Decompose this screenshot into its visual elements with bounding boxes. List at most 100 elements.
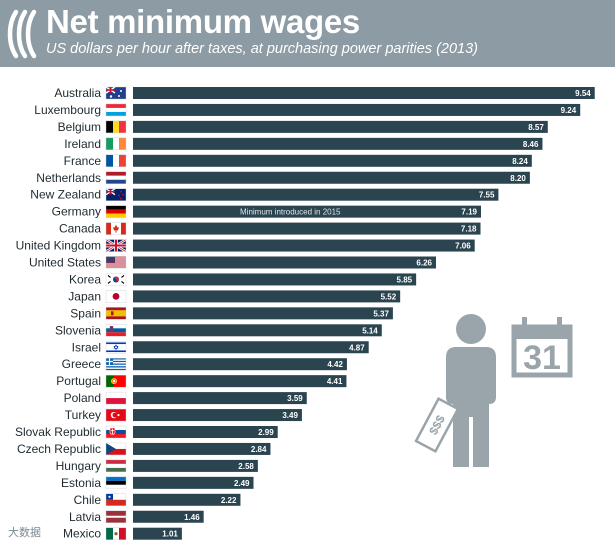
watermark-text: 大数据: [8, 527, 41, 539]
greece-flag-icon: [105, 358, 127, 371]
value-label: 3.59: [287, 394, 303, 403]
category-label: Chile: [74, 493, 102, 507]
value-label: 9.54: [575, 89, 591, 98]
bar: [133, 154, 532, 167]
value-label: 4.42: [327, 360, 343, 369]
oecd-logo-icon: [7, 9, 37, 59]
luxembourg-flag-icon: [105, 103, 127, 117]
bar: [133, 476, 254, 489]
estonia-flag-icon: [105, 476, 127, 490]
mexico-flag-icon: [105, 527, 127, 540]
category-label: Turkey: [65, 408, 101, 422]
category-label: Estonia: [61, 476, 101, 490]
value-label: 4.41: [327, 377, 343, 386]
new-zealand-flag-icon: [105, 188, 127, 201]
spain-flag-icon: [105, 307, 127, 320]
israel-flag-icon: [105, 341, 127, 354]
belgium-flag-icon: [105, 120, 127, 134]
bar: [133, 222, 481, 235]
bar: [133, 205, 481, 218]
bar-chart: 31 $$$ Australia 9.54 Luxembourg 9.24 Belgiu…: [15, 86, 595, 541]
annotation-label: Minimum introduced in 2015: [240, 208, 341, 217]
category-label: Australia: [54, 86, 101, 100]
category-label: Hungary: [56, 459, 101, 473]
bar: [133, 510, 204, 523]
bar: [133, 256, 436, 269]
category-label: Czech Republic: [17, 442, 101, 456]
value-label: 8.57: [528, 123, 544, 132]
value-label: 2.84: [251, 445, 267, 454]
category-label: Japan: [68, 289, 101, 303]
worker-icon: [446, 314, 496, 467]
category-label: Slovenia: [55, 323, 101, 337]
chart-title: Net minimum wages: [46, 3, 360, 40]
category-label: Ireland: [64, 137, 101, 151]
value-label: 7.19: [461, 208, 477, 217]
japan-flag-icon: [105, 290, 127, 303]
category-label: Belgium: [58, 120, 101, 134]
bar: [133, 493, 241, 506]
australia-flag-icon: [105, 86, 127, 100]
category-label: Portugal: [56, 374, 101, 388]
category-label: Latvia: [69, 510, 101, 524]
bar: [133, 307, 393, 320]
value-label: 1.01: [162, 530, 178, 539]
portugal-flag-icon: [105, 374, 127, 388]
chart-subtitle: US dollars per hour after taxes, at purc…: [46, 41, 478, 57]
category-label: Korea: [69, 272, 101, 286]
germany-flag-icon: [105, 205, 127, 218]
value-label: 3.49: [282, 411, 298, 420]
bar: [133, 442, 271, 455]
slovenia-flag-icon: [105, 324, 127, 337]
value-label: 8.24: [512, 157, 528, 166]
category-label: Greece: [62, 357, 102, 371]
value-label: 4.87: [349, 343, 365, 352]
category-label: Netherlands: [36, 171, 101, 185]
bar: [133, 290, 401, 303]
bar: [133, 459, 258, 472]
chile-flag-icon: [105, 493, 127, 506]
poland-flag-icon: [105, 391, 127, 405]
turkey-flag-icon: [105, 408, 127, 422]
bar: [133, 341, 369, 354]
value-label: 2.58: [238, 462, 254, 471]
value-label: 5.85: [397, 275, 413, 284]
bar: [133, 426, 278, 438]
value-label: 6.26: [416, 259, 432, 268]
united-kingdom-flag-icon: [105, 238, 127, 253]
united-states-flag-icon: [105, 256, 127, 269]
latvia-flag-icon: [105, 510, 127, 523]
bar: [133, 527, 182, 540]
value-label: 2.49: [234, 479, 250, 488]
worker-calendar-illustration: 31 $$$: [414, 314, 573, 467]
value-label: 7.06: [455, 242, 471, 251]
value-label: 5.14: [362, 326, 378, 335]
money-bill-icon: $$$: [414, 396, 460, 454]
bar: [133, 324, 382, 337]
category-label: Canada: [59, 222, 101, 236]
category-label: Poland: [64, 391, 101, 405]
chart-area: 31 $$$ Australia 9.54 Luxembourg 9.24 Belgiu…: [0, 67, 615, 544]
france-flag-icon: [105, 154, 127, 168]
bar: [133, 358, 347, 371]
bar: [133, 87, 595, 99]
value-label: 7.18: [461, 225, 477, 234]
value-label: 5.37: [373, 309, 389, 318]
category-label: Luxembourg: [34, 103, 101, 117]
canada-flag-icon: [105, 222, 127, 235]
category-label: Slovak Republic: [15, 425, 101, 439]
category-label: Israel: [72, 340, 101, 354]
chart-header: Net minimum wages US dollars per hour af…: [0, 0, 615, 67]
category-label: United Kingdom: [16, 239, 101, 253]
value-label: 1.46: [184, 513, 200, 522]
bar: [133, 103, 581, 116]
czech-republic-flag-icon: [105, 442, 127, 456]
slovak-republic-flag-icon: [105, 425, 127, 439]
category-label: United States: [29, 256, 101, 270]
ireland-flag-icon: [105, 137, 127, 151]
value-label: 2.22: [221, 496, 237, 505]
value-label: 8.20: [510, 174, 526, 183]
korea-flag-icon: [105, 273, 127, 286]
value-label: 5.52: [381, 292, 397, 301]
bar: [133, 392, 307, 405]
